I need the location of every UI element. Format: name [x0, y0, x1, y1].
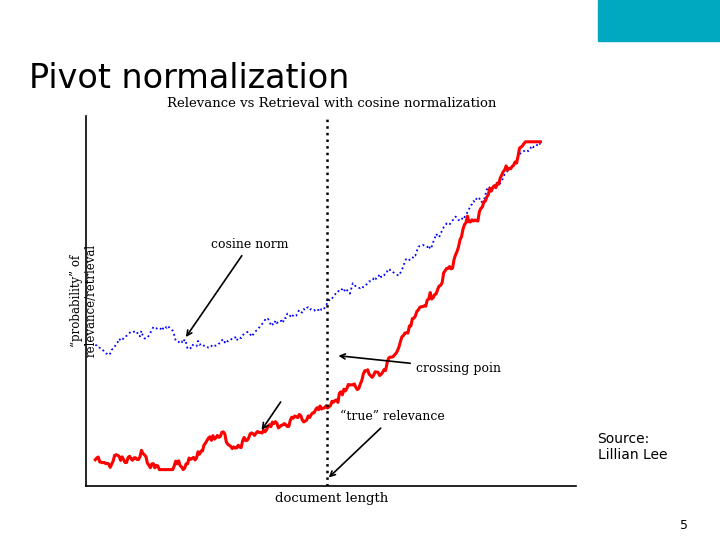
Title: Relevance vs Retrieval with cosine normalization: Relevance vs Retrieval with cosine norma… [166, 97, 496, 110]
Y-axis label: “probability” of
relevance/retrieval: “probability” of relevance/retrieval [70, 244, 98, 357]
Text: “true” relevance: “true” relevance [330, 410, 445, 476]
Text: Introduction to Information Retrieval: Introduction to Information Retrieval [9, 14, 225, 27]
Text: Source:
Lillian Lee: Source: Lillian Lee [598, 432, 667, 462]
Text: crossing poin: crossing poin [341, 354, 501, 375]
Text: cosine norm: cosine norm [187, 238, 289, 335]
Bar [598, 0, 720, 40]
X-axis label: document length: document length [274, 491, 388, 504]
Text: Pivot normalization: Pivot normalization [29, 62, 349, 95]
Text: 5: 5 [680, 519, 688, 532]
